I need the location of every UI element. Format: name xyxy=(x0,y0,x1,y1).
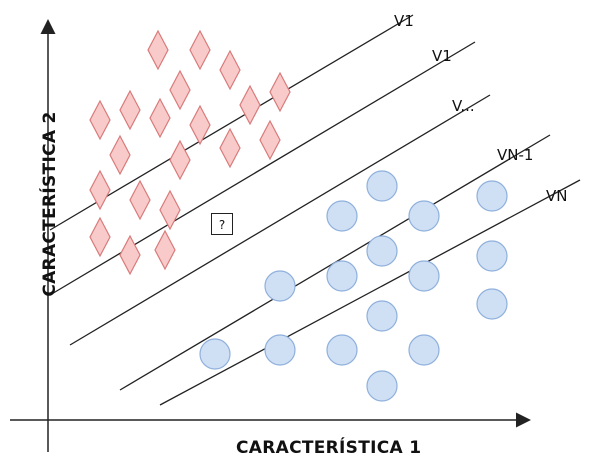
diamond-sample-13 xyxy=(169,139,191,181)
circle-sample-1 xyxy=(366,170,398,202)
circle-sample-4 xyxy=(476,180,508,212)
circle-sample-10 xyxy=(366,300,398,332)
diamond-sample-8 xyxy=(119,89,141,131)
circle-sample-15 xyxy=(408,334,440,366)
circle-sample-9 xyxy=(264,270,296,302)
circle-sample-8 xyxy=(476,240,508,272)
separating-line-2 xyxy=(49,41,476,296)
separating-line-1 xyxy=(49,14,414,231)
y-axis-label: CARACTERÍSTICA 2 xyxy=(40,111,60,297)
circle-sample-12 xyxy=(199,338,231,370)
line-label-5: VN xyxy=(546,187,568,205)
diamond-sample-12 xyxy=(109,134,131,176)
diamond-sample-10 xyxy=(189,104,211,146)
separating-line-3 xyxy=(69,94,491,346)
class-b-circles xyxy=(199,170,508,402)
circle-sample-13 xyxy=(264,334,296,366)
circle-sample-16 xyxy=(366,370,398,402)
circle-sample-3 xyxy=(408,200,440,232)
diamond-sample-19 xyxy=(119,234,141,276)
diamond-sample-3 xyxy=(219,49,241,91)
diamond-sample-6 xyxy=(239,84,261,126)
separating-line-5 xyxy=(159,179,581,406)
circle-sample-2 xyxy=(326,200,358,232)
line-label-1: V1 xyxy=(394,12,414,30)
circle-sample-5 xyxy=(366,235,398,267)
line-label-2: V1 xyxy=(432,47,452,65)
diamond-sample-16 xyxy=(129,179,151,221)
diamond-sample-17 xyxy=(159,189,181,231)
circle-sample-6 xyxy=(326,260,358,292)
diamond-sample-11 xyxy=(259,119,281,161)
circle-sample-11 xyxy=(476,288,508,320)
diamond-sample-4 xyxy=(169,69,191,111)
line-label-3: V... xyxy=(452,97,475,115)
diamond-sample-2 xyxy=(189,29,211,71)
diamond-sample-15 xyxy=(89,169,111,211)
diamond-sample-9 xyxy=(149,97,171,139)
unknown-sample-marker: ? xyxy=(211,213,233,235)
circle-sample-14 xyxy=(326,334,358,366)
diamond-sample-1 xyxy=(147,29,169,71)
class-a-diamonds xyxy=(89,29,291,276)
x-axis-label: CARACTERÍSTICA 1 xyxy=(236,438,422,458)
diamond-sample-18 xyxy=(89,216,111,258)
diamond-sample-20 xyxy=(154,229,176,271)
line-label-4: VN-1 xyxy=(497,146,534,164)
diamond-sample-5 xyxy=(269,71,291,113)
diamond-sample-14 xyxy=(219,127,241,169)
diamond-sample-7 xyxy=(89,99,111,141)
circle-sample-7 xyxy=(408,260,440,292)
